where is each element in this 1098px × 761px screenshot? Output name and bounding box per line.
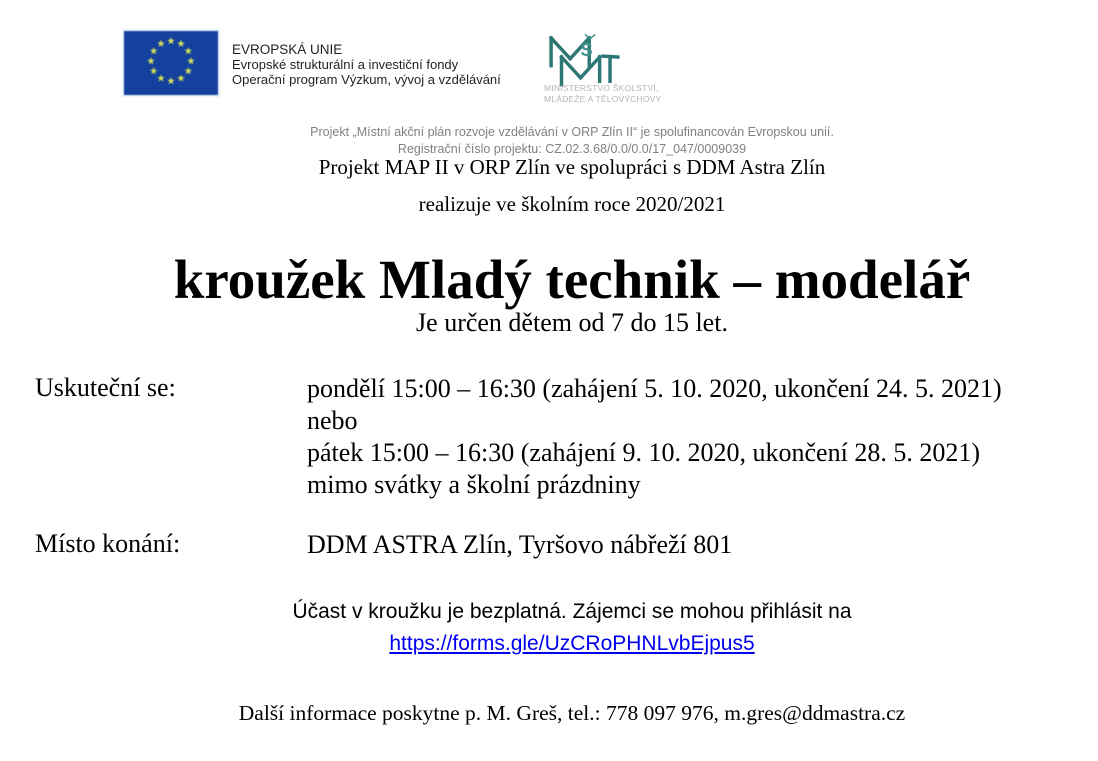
svg-text:S: S	[581, 40, 593, 60]
